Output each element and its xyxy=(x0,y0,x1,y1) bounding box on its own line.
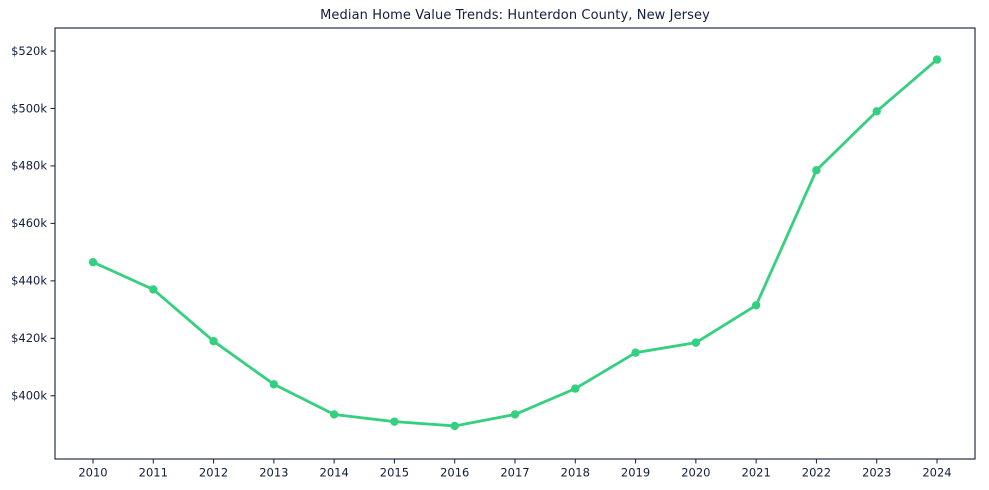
x-tick-label: 2016 xyxy=(440,466,469,480)
data-point-marker xyxy=(450,421,459,431)
data-point-marker xyxy=(751,301,761,310)
data-point-marker xyxy=(269,380,279,389)
data-point-marker xyxy=(812,166,821,175)
x-tick-label: 2019 xyxy=(621,466,650,480)
x-tick-label: 2020 xyxy=(681,466,710,480)
data-point-marker xyxy=(88,257,98,267)
y-tick-label: $400k xyxy=(11,389,47,403)
x-tick-label: 2022 xyxy=(802,466,831,480)
data-point-marker xyxy=(571,384,580,393)
y-tick-label: $460k xyxy=(11,216,47,230)
data-point-marker xyxy=(149,285,158,294)
data-point-marker xyxy=(209,336,218,346)
plot-border xyxy=(54,27,976,460)
x-tick-label: 2018 xyxy=(561,466,590,480)
data-point-marker xyxy=(510,410,520,419)
data-point-marker xyxy=(390,417,399,426)
x-tick-label: 2010 xyxy=(78,466,107,480)
y-tick-label: $440k xyxy=(11,274,47,288)
x-tick-label: 2015 xyxy=(380,466,409,480)
x-tick-label: 2024 xyxy=(922,466,951,480)
data-point-marker xyxy=(691,338,701,347)
data-point-marker xyxy=(631,348,640,357)
trend-line xyxy=(91,58,939,428)
x-tick-label: 2017 xyxy=(500,466,529,480)
x-tick-label: 2023 xyxy=(862,466,891,480)
x-tick-label: 2012 xyxy=(199,466,228,480)
y-tick-label: $480k xyxy=(11,159,47,173)
x-tick-label: 2021 xyxy=(742,466,771,480)
data-point-marker xyxy=(932,55,942,64)
data-point-marker xyxy=(872,107,881,116)
y-tick-label: $500k xyxy=(11,101,47,115)
x-tick-label: 2011 xyxy=(139,466,168,480)
x-tick-label: 2013 xyxy=(259,466,288,480)
y-tick-label: $520k xyxy=(11,44,47,58)
x-tick-label: 2014 xyxy=(320,466,349,480)
data-point-marker xyxy=(329,410,339,419)
y-tick-label: $420k xyxy=(11,331,47,345)
chart-title: Median Home Value Trends: Hunterdon Coun… xyxy=(320,8,710,23)
